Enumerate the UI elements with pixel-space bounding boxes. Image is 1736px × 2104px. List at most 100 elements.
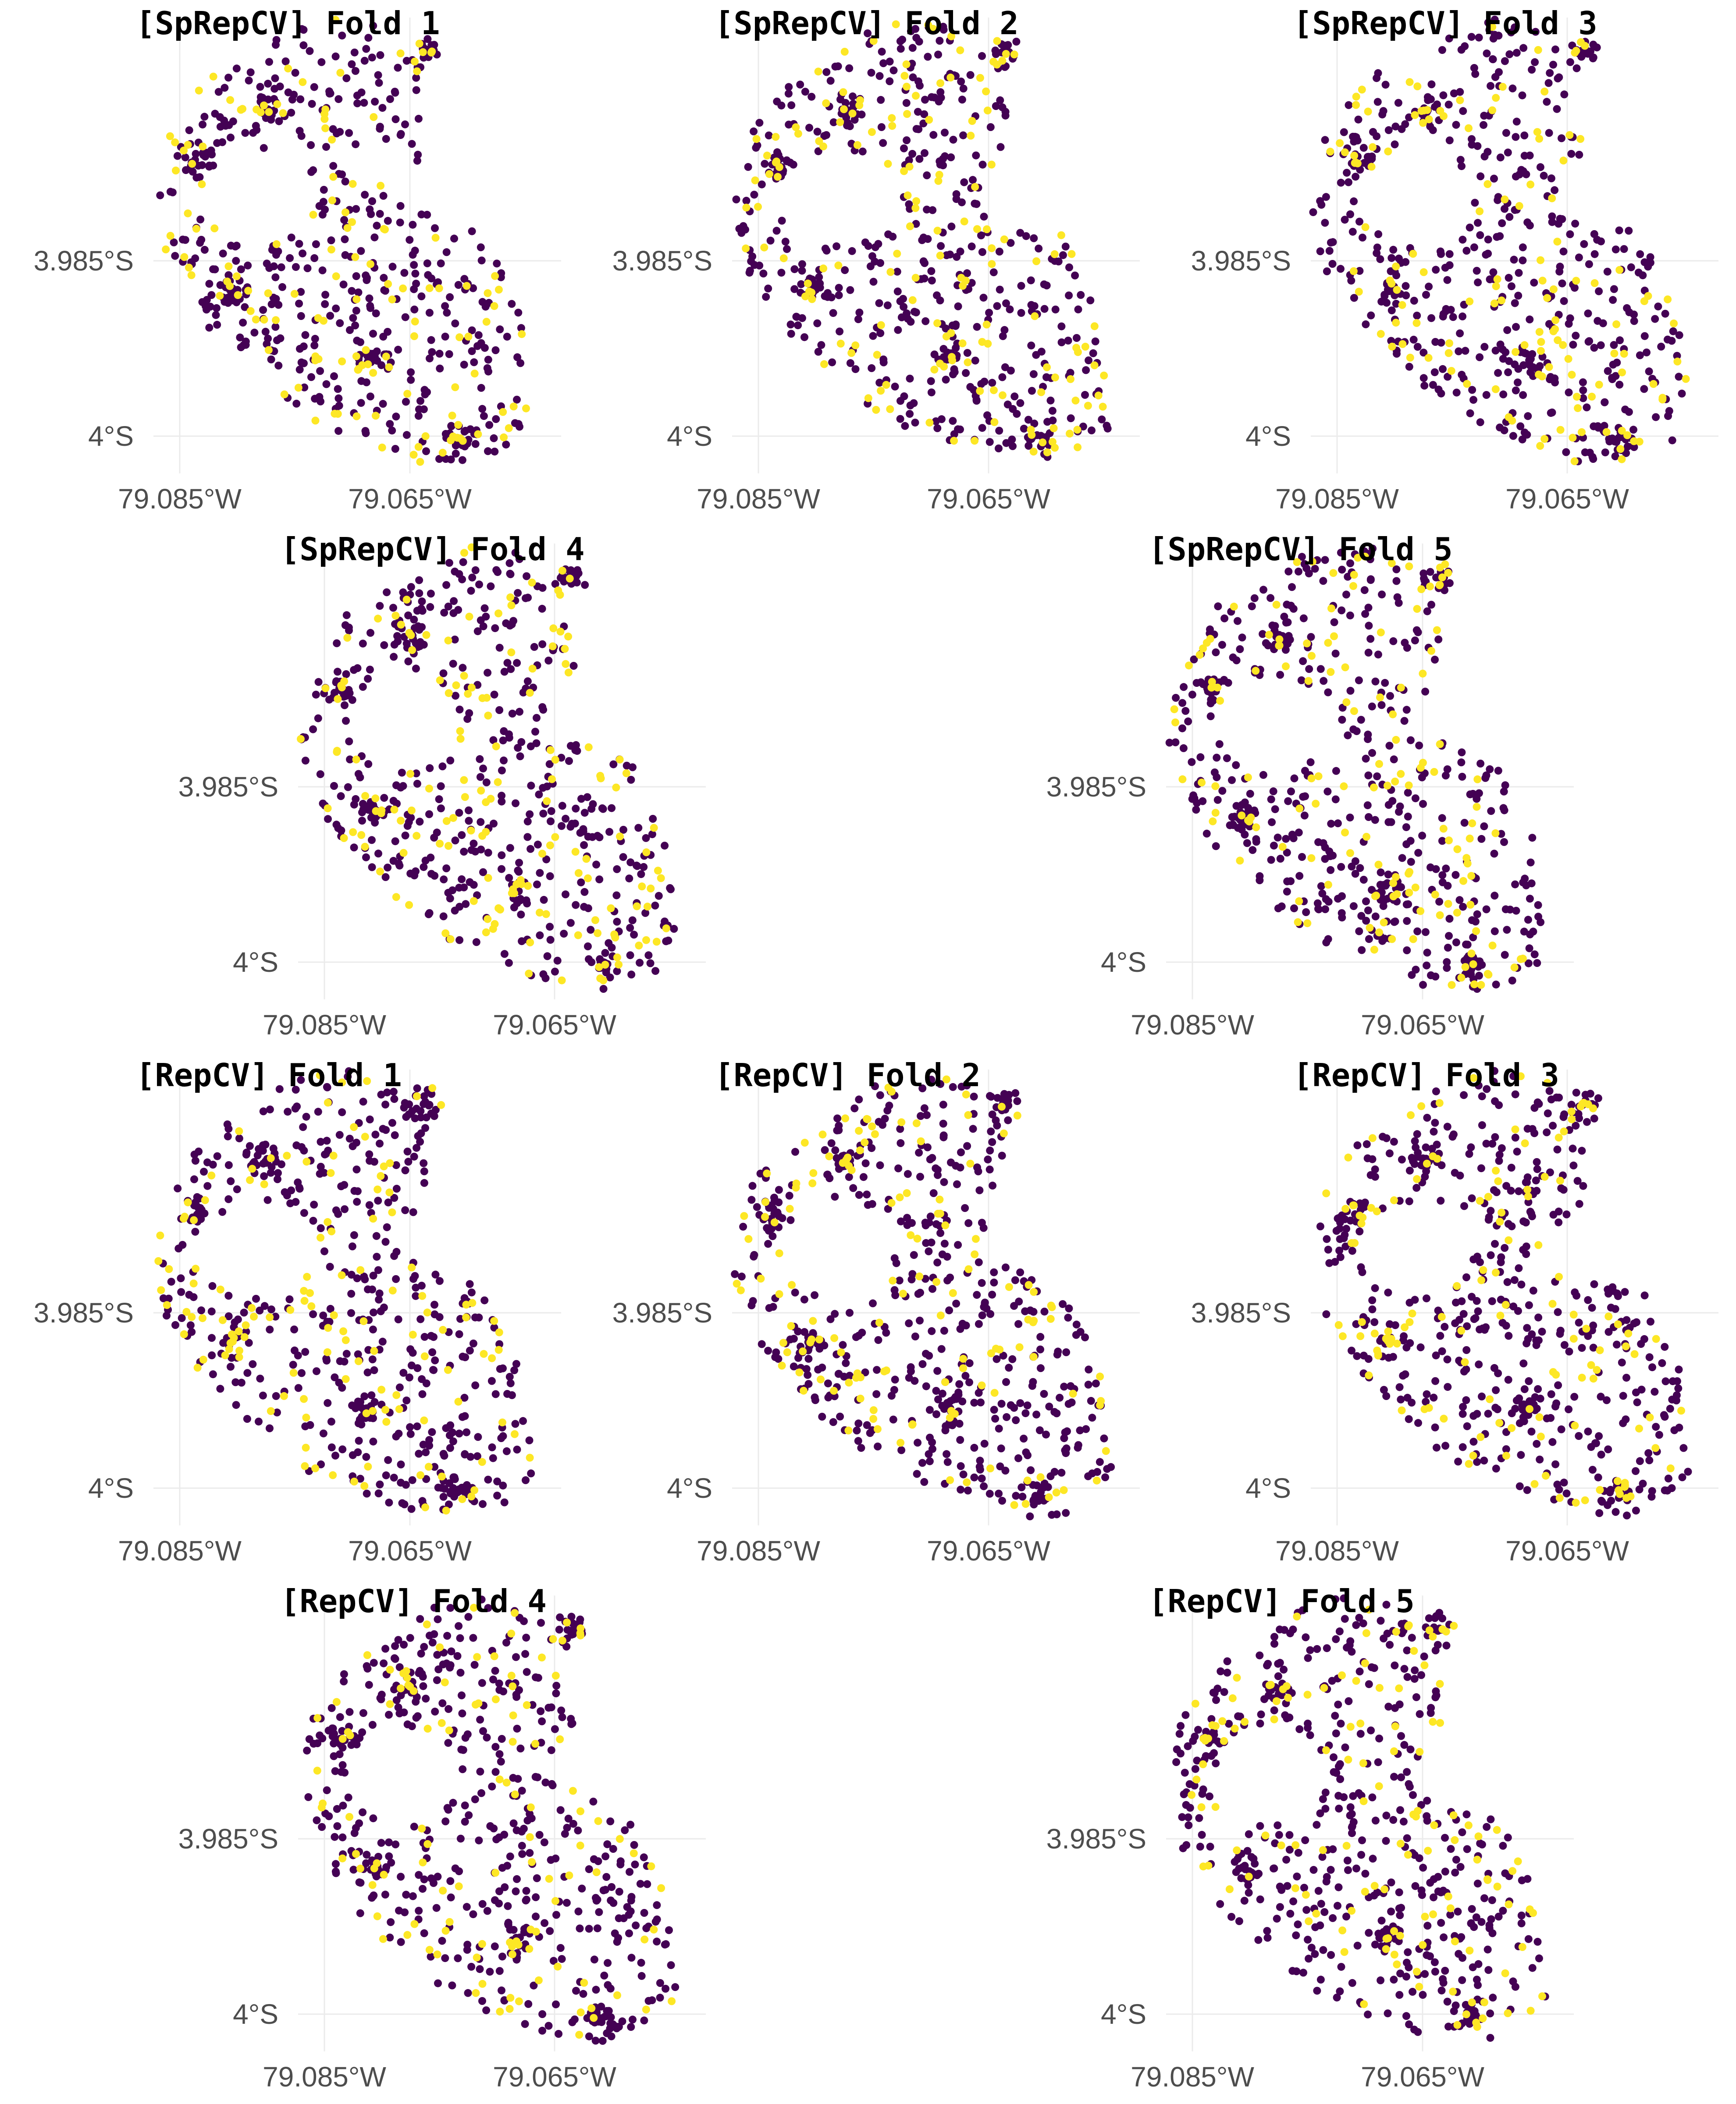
test-point	[809, 1317, 817, 1325]
training-point	[378, 104, 387, 112]
test-point	[900, 71, 909, 80]
training-point	[1001, 363, 1009, 371]
training-point	[1458, 773, 1466, 781]
test-point	[374, 615, 382, 623]
training-point	[365, 1201, 374, 1209]
training-point	[189, 167, 197, 176]
training-point	[904, 1170, 912, 1178]
training-point	[1487, 1251, 1495, 1259]
training-point	[1000, 42, 1008, 50]
training-point	[1524, 1335, 1532, 1343]
test-point	[498, 1418, 506, 1427]
training-point	[366, 1115, 374, 1123]
training-point	[1061, 1428, 1069, 1436]
test-point	[855, 101, 864, 110]
test-point	[873, 351, 881, 359]
training-point	[288, 96, 296, 104]
training-point	[427, 590, 435, 598]
training-point	[1427, 80, 1436, 89]
training-point	[384, 1456, 392, 1464]
training-point	[526, 742, 535, 750]
training-point	[1512, 172, 1520, 181]
training-point	[1439, 365, 1447, 373]
training-point	[1511, 360, 1519, 369]
training-point	[1029, 1378, 1037, 1386]
training-point	[1524, 916, 1532, 924]
test-point	[1473, 775, 1482, 783]
training-point	[959, 1470, 968, 1478]
test-point	[760, 243, 768, 252]
test-point	[947, 1407, 955, 1415]
training-point	[1579, 394, 1587, 402]
test-point	[252, 315, 260, 323]
test-point	[1397, 683, 1405, 692]
test-point	[549, 624, 558, 633]
training-point	[496, 1365, 504, 1373]
training-point	[942, 324, 950, 333]
test-point	[1090, 361, 1099, 370]
training-point	[1651, 315, 1659, 323]
training-point	[1081, 1333, 1089, 1342]
training-point	[655, 892, 663, 900]
training-point	[1636, 250, 1644, 258]
training-point	[786, 1216, 795, 1224]
training-point	[412, 665, 420, 673]
training-point	[1419, 374, 1428, 382]
training-point	[1309, 208, 1317, 217]
training-point	[1437, 1197, 1445, 1205]
training-point	[1024, 416, 1032, 424]
training-point	[864, 29, 872, 37]
training-point	[651, 967, 660, 975]
training-point	[1295, 567, 1302, 576]
test-point	[896, 1439, 905, 1447]
training-point	[472, 938, 480, 946]
training-point	[334, 668, 342, 676]
training-point	[1398, 854, 1406, 862]
training-point	[1484, 235, 1492, 244]
test-point	[240, 1333, 249, 1341]
training-point	[978, 1475, 986, 1482]
training-point	[1064, 1314, 1072, 1322]
test-point	[1576, 135, 1585, 143]
panel-title: [SpRepCV] Fold 5	[1149, 531, 1453, 568]
test-point	[216, 291, 224, 300]
training-point	[1355, 676, 1363, 685]
training-point	[777, 269, 786, 277]
test-point	[352, 352, 360, 360]
training-point	[373, 347, 381, 355]
training-point	[952, 195, 960, 203]
training-point	[996, 143, 1005, 151]
training-point	[940, 1240, 949, 1248]
training-point	[747, 1196, 756, 1204]
training-point	[1523, 1173, 1532, 1181]
training-point	[816, 279, 824, 288]
training-point	[939, 1131, 948, 1140]
training-point	[1430, 368, 1439, 377]
test-point	[1362, 833, 1370, 841]
test-point	[652, 938, 661, 946]
test-point	[1463, 380, 1471, 388]
training-point	[221, 84, 229, 92]
training-point	[296, 95, 305, 103]
training-point	[573, 747, 581, 755]
training-point	[368, 863, 376, 871]
training-point	[1484, 249, 1492, 258]
training-point	[357, 399, 365, 407]
test-point	[441, 929, 450, 938]
test-point	[482, 798, 490, 807]
test-point	[788, 1281, 796, 1289]
training-point	[392, 781, 400, 789]
training-point	[1508, 84, 1517, 92]
training-point	[525, 1436, 534, 1444]
training-point	[439, 669, 448, 678]
test-point	[1578, 428, 1586, 436]
test-point	[906, 222, 914, 231]
test-point	[324, 1098, 332, 1107]
test-point	[1178, 775, 1187, 783]
training-point	[1572, 1291, 1581, 1300]
training-point	[416, 1315, 425, 1323]
training-point	[1480, 822, 1488, 831]
training-point	[505, 959, 513, 967]
training-point	[995, 248, 1003, 256]
training-point	[661, 917, 669, 926]
